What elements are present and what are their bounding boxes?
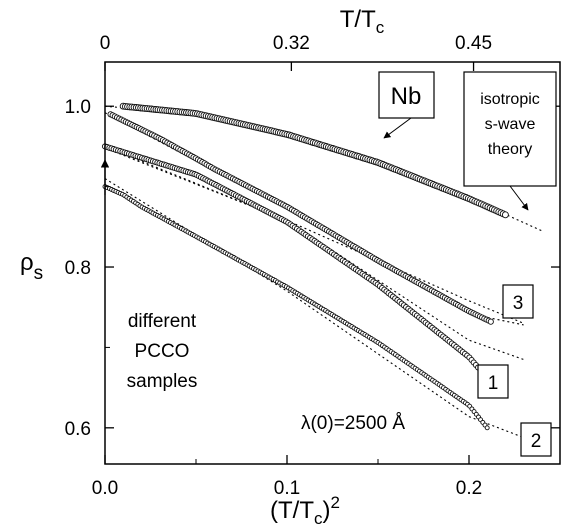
y-axis-label: ρs — [20, 249, 43, 284]
label-3-box — [502, 284, 534, 319]
nb-label: Nb — [391, 83, 422, 110]
data-point — [484, 425, 490, 431]
theory-arrow — [509, 185, 529, 211]
data-point — [501, 211, 509, 219]
series-3 — [107, 111, 494, 325]
ticks: 0.0 0.1 0.2 0.6 0.8 1.0 0 0.32 0.45 — [65, 33, 560, 499]
samples-label-line3: samples — [127, 371, 198, 392]
samples-label-line2: PCCO — [135, 341, 190, 362]
x-tick-label: 0.1 — [274, 478, 300, 499]
label-3: 3 — [513, 293, 524, 314]
theory-label-line1: isotropic — [480, 91, 540, 108]
series-Nb — [119, 102, 509, 219]
x-tick-label: 0.2 — [456, 478, 482, 499]
y-tick-label: 0.6 — [65, 419, 91, 440]
y-tick-label: 1.0 — [65, 97, 91, 118]
series-2 — [102, 184, 490, 431]
label-1-box — [477, 364, 509, 399]
theory-line — [104, 147, 524, 324]
top-axis-label: T/Tc — [340, 6, 385, 37]
label-2-box — [520, 422, 552, 457]
series-1 — [101, 143, 482, 371]
x-tick-label: 0.0 — [92, 478, 118, 499]
theory-line — [104, 145, 524, 361]
top-tick-label: 0 — [100, 33, 111, 54]
label-1: 1 — [488, 373, 499, 394]
plot-marks — [101, 102, 543, 439]
theory-box — [463, 71, 557, 187]
top-tick-label: 0.45 — [455, 33, 492, 54]
nb-box — [378, 71, 435, 119]
lambda-label: λ(0)=2500 Å — [301, 413, 405, 434]
theory-label-line3: theory — [488, 141, 532, 158]
y-tick-label: 0.8 — [65, 258, 91, 279]
data-point — [487, 318, 494, 325]
theory-label-line2: s-wave — [485, 116, 536, 133]
plot-frame — [104, 61, 561, 465]
nb-arrow — [383, 117, 412, 139]
label-2: 2 — [531, 431, 542, 452]
x-axis-label: (T/Tc)2 — [270, 493, 340, 528]
top-tick-label: 0.32 — [273, 33, 310, 54]
samples-label-line1: different — [128, 311, 197, 332]
